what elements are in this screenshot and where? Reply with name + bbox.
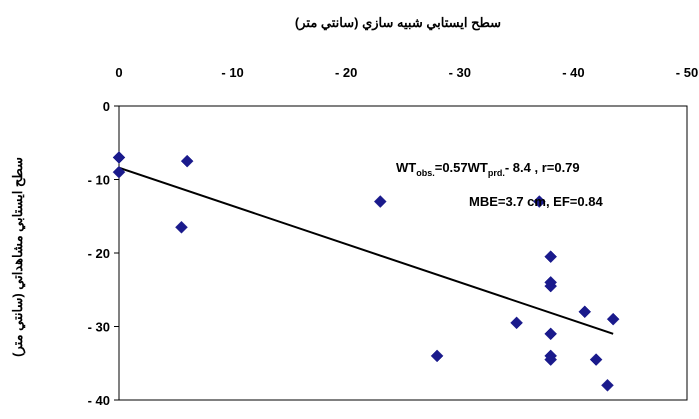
y-tick-label: - 10	[88, 173, 110, 188]
x-tick-label: - 30	[449, 65, 471, 80]
data-points	[112, 151, 620, 392]
data-point	[578, 305, 592, 319]
trendline	[118, 166, 614, 335]
chart-title: سطح ايستابي شبيه سازي (سانتي متر)	[295, 15, 501, 31]
data-point	[544, 250, 558, 264]
data-point	[373, 195, 387, 208]
x-tick-label: - 20	[335, 65, 357, 80]
y-tick-label: - 20	[88, 246, 110, 261]
data-point	[589, 353, 603, 366]
data-point	[112, 165, 126, 179]
data-point	[606, 312, 620, 326]
plot-area	[118, 105, 688, 401]
data-point	[532, 195, 546, 208]
stats-annotation: MBE=3.7 cm, EF=0.84	[469, 194, 603, 209]
y-tick-label: 0	[103, 99, 110, 114]
x-axis-ticks: 0 - 10 - 20 - 30 - 40 - 50	[115, 65, 698, 80]
data-point	[510, 316, 523, 330]
y-tick-label: - 40	[88, 393, 110, 408]
y-tick-label: - 30	[88, 320, 110, 335]
equation-annotation: WTobs.=0.57WTprd.- 8.4 , r=0.79	[396, 160, 580, 178]
data-point	[180, 154, 194, 168]
data-point	[544, 353, 558, 366]
data-point	[112, 151, 126, 164]
data-point	[544, 327, 558, 341]
data-point	[175, 220, 188, 234]
x-tick-label: - 40	[562, 65, 584, 80]
x-tick-label: - 10	[221, 65, 243, 80]
data-point	[601, 378, 614, 392]
y-axis-ticks: 0 - 10 - 20 - 30 - 40	[88, 99, 119, 408]
y-axis-label: سطح ايستابي مشاهداتي (سانتي متر)	[10, 157, 26, 357]
x-tick-label: 0	[115, 65, 122, 80]
x-tick-label: - 50	[676, 65, 698, 80]
trendline-group	[118, 166, 614, 335]
data-point	[430, 349, 444, 363]
data-point	[544, 279, 558, 293]
